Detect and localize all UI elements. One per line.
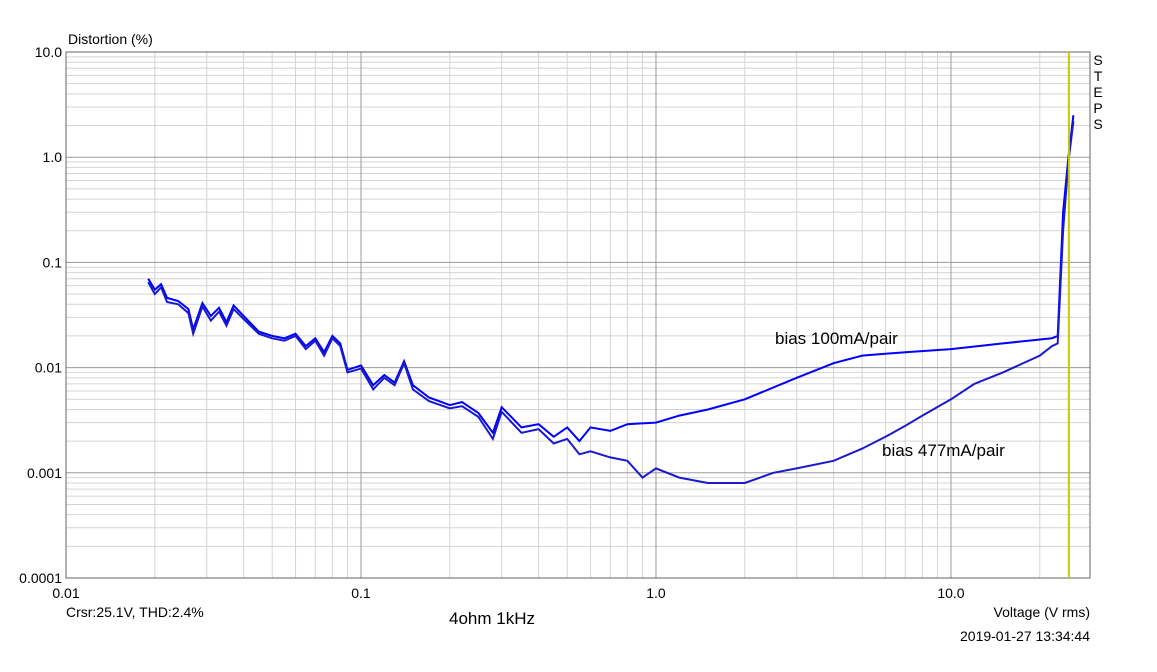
y-tick-label: 0.1 — [43, 254, 63, 270]
y-tick-label: 1.0 — [43, 149, 63, 165]
series-label: bias 477mA/pair — [882, 441, 1005, 460]
x-tick-label: 1.0 — [646, 585, 666, 601]
x-tick-label: 10.0 — [937, 585, 964, 601]
x-tick-label: 0.1 — [351, 585, 371, 601]
y-tick-label: 0.01 — [35, 360, 62, 376]
chart-title: 4ohm 1kHz — [449, 609, 535, 628]
series-label: bias 100mA/pair — [775, 329, 898, 348]
x-axis-label: Voltage (V rms) — [994, 604, 1090, 620]
y-axis-label: Distortion (%) — [68, 31, 153, 47]
cursor-readout: Crsr:25.1V, THD:2.4% — [66, 604, 204, 620]
y-tick-label: 10.0 — [35, 44, 62, 60]
plot-frame — [65, 51, 1091, 579]
series-line — [147, 115, 1075, 443]
steps-label: STEPS — [1093, 52, 1103, 132]
y-tick-label: 0.0001 — [19, 570, 62, 586]
timestamp: 2019-01-27 13:34:44 — [960, 628, 1090, 644]
series-line — [147, 121, 1075, 484]
x-tick-label: 0.01 — [52, 585, 79, 601]
y-tick-label: 0.001 — [27, 465, 62, 481]
